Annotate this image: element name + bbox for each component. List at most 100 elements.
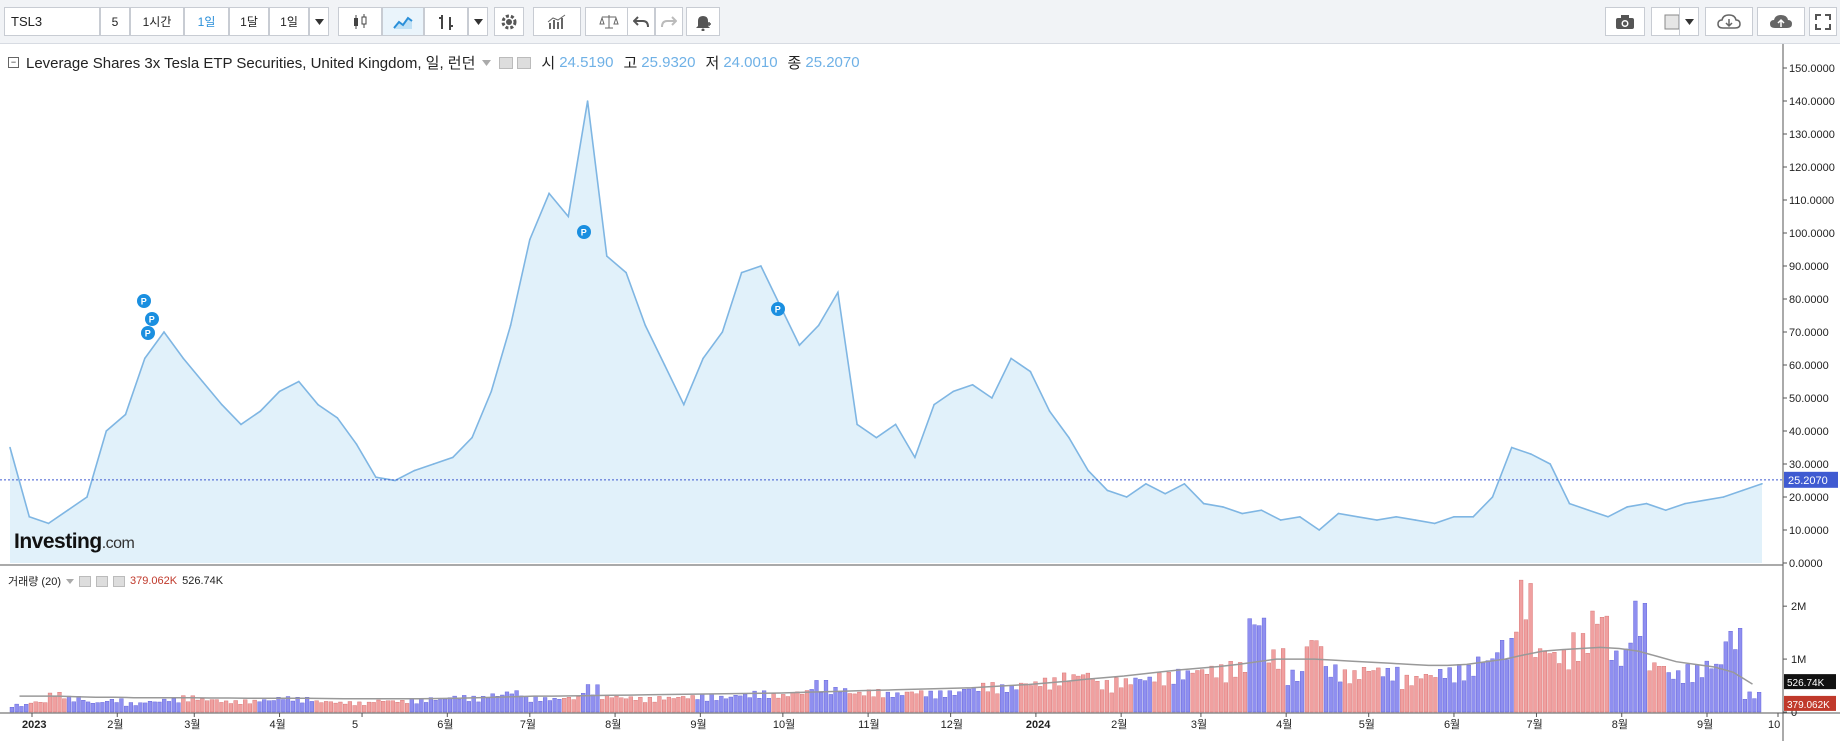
caret-down-icon	[1684, 18, 1694, 25]
volume-bar	[28, 702, 33, 713]
volume-bar	[1123, 678, 1128, 713]
interval-5[interactable]: 5	[100, 7, 130, 36]
price-point	[143, 357, 146, 360]
event-marker[interactable]	[771, 302, 785, 316]
interval-1month[interactable]: 1달	[229, 7, 269, 36]
volume-bar	[1342, 669, 1347, 713]
event-marker[interactable]	[137, 294, 151, 308]
price-chart[interactable]: 0.0000 10.0000 20.0000 30.0000 40.0000 50.000…	[0, 44, 1840, 741]
volume-bar	[114, 702, 119, 713]
interval-1day-alt[interactable]: 1일	[269, 7, 309, 36]
volume-value-red: 379.062K	[129, 575, 178, 587]
event-marker[interactable]	[141, 326, 155, 340]
volume-bar	[543, 697, 548, 713]
volume-bar	[1428, 675, 1433, 713]
price-point	[971, 384, 974, 386]
price-point	[1664, 509, 1667, 512]
volume-bar	[52, 696, 57, 713]
price-point	[28, 516, 31, 518]
volume-bar	[533, 695, 538, 713]
volume-bar	[1366, 671, 1371, 713]
price-tick-label: 140.0000	[1789, 96, 1835, 108]
volume-bar	[1661, 666, 1666, 713]
time-tick-label: 5월	[1359, 718, 1375, 731]
close-icon[interactable]	[112, 575, 125, 587]
volume-bar	[276, 697, 281, 713]
price-point	[1414, 519, 1417, 521]
collapse-toggle[interactable]: −	[8, 57, 19, 68]
settings-icon[interactable]	[95, 575, 108, 587]
settings-button[interactable]	[494, 7, 524, 36]
volume-bar	[1357, 679, 1362, 713]
volume-bar	[143, 702, 148, 713]
redo-button[interactable]	[655, 7, 683, 36]
close-value: 25.2070	[805, 54, 860, 71]
volume-bar	[1047, 689, 1052, 713]
color-dropdown[interactable]	[1679, 7, 1699, 36]
volume-bar	[1142, 680, 1148, 713]
interval-dropdown[interactable]	[309, 7, 329, 36]
chart-background	[0, 44, 1840, 741]
caret-down-icon[interactable]	[482, 59, 492, 66]
alert-button[interactable]	[686, 7, 720, 36]
volume-bar	[390, 700, 395, 713]
upload-layout-button[interactable]	[1757, 7, 1805, 36]
volume-bar	[604, 695, 610, 713]
event-marker-label: P	[141, 297, 147, 307]
volume-bar	[1747, 691, 1752, 713]
bar-chart-button[interactable]	[424, 7, 468, 36]
visibility-icon[interactable]	[499, 56, 514, 69]
volume-bar	[747, 697, 752, 713]
volume-bar	[562, 698, 567, 713]
volume-bar	[1595, 623, 1600, 713]
low-value: 24.0010	[723, 54, 778, 71]
compare-button[interactable]	[585, 7, 633, 36]
time-tick-label: 2023	[22, 719, 46, 731]
volume-bar	[228, 703, 233, 713]
volume-bar	[1019, 682, 1024, 713]
candlestick-icon	[354, 13, 367, 29]
visibility-icon[interactable]	[78, 575, 91, 587]
volume-bar	[24, 704, 29, 713]
volume-bar	[223, 700, 229, 713]
fullscreen-button[interactable]	[1809, 7, 1837, 36]
volume-label: 거래량 (20)	[8, 576, 61, 588]
volume-bar	[1257, 625, 1262, 713]
chart-type-dropdown[interactable]	[468, 7, 488, 36]
volume-bar	[957, 691, 962, 713]
price-point	[182, 357, 185, 360]
symbol-input[interactable]: TSL3	[4, 7, 100, 36]
price-point	[86, 496, 88, 498]
price-point	[567, 215, 570, 218]
download-layout-button[interactable]	[1705, 7, 1753, 36]
interval-1day[interactable]: 1일	[184, 7, 229, 36]
event-marker[interactable]	[577, 225, 591, 239]
undo-button[interactable]	[627, 7, 655, 36]
volume-bar	[714, 700, 719, 713]
price-point	[105, 430, 108, 432]
caret-down-icon[interactable]	[65, 578, 74, 584]
interval-1hour[interactable]: 1시간	[130, 7, 184, 36]
indicators-button[interactable]	[533, 7, 581, 36]
compare-icon	[599, 14, 619, 28]
volume-bar	[762, 690, 767, 713]
volume-bar	[385, 700, 391, 713]
settings-icon[interactable]	[517, 56, 532, 69]
volume-bar	[1561, 649, 1566, 713]
volume-bar	[1471, 675, 1476, 713]
volume-bar	[1114, 677, 1119, 713]
volume-bar	[238, 704, 243, 713]
volume-bar	[633, 700, 638, 713]
volume-bar	[1238, 662, 1243, 713]
event-marker[interactable]	[145, 312, 159, 326]
volume-bar	[690, 695, 695, 713]
screenshot-button[interactable]	[1605, 7, 1645, 36]
volume-bar	[1742, 699, 1747, 713]
candlestick-button[interactable]	[338, 7, 382, 36]
price-point	[1260, 509, 1263, 512]
volume-bar	[38, 702, 43, 713]
area-chart-button[interactable]	[382, 7, 424, 36]
volume-bar	[600, 699, 605, 713]
volume-bar	[209, 699, 214, 713]
volume-bar	[1090, 678, 1095, 713]
